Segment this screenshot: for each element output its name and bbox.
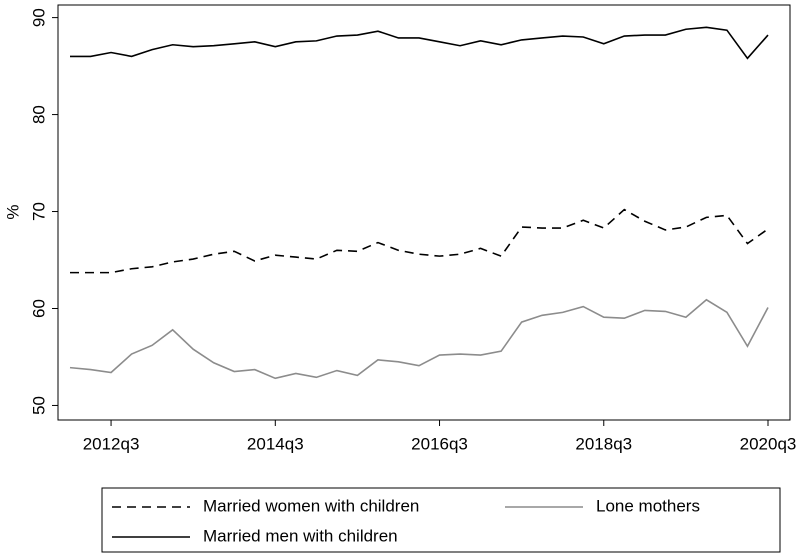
y-tick-label: 60	[29, 299, 48, 318]
x-tick-label: 2018q3	[575, 434, 632, 453]
legend-label: Lone mothers	[596, 496, 700, 515]
x-tick-label: 2012q3	[83, 434, 140, 453]
series-line	[69, 298, 769, 380]
x-tick-label: 2014q3	[247, 434, 304, 453]
y-tick-label: 80	[29, 105, 48, 124]
y-tick-label: 90	[29, 8, 48, 27]
x-tick-label: 2020q3	[740, 434, 797, 453]
y-tick-label: 70	[29, 202, 48, 221]
series-line	[70, 208, 769, 274]
series-line	[70, 26, 769, 60]
legend-label: Married men with children	[203, 526, 398, 545]
y-tick-label: 50	[29, 396, 48, 415]
legend-label: Married women with children	[203, 496, 419, 515]
y-axis-label: %	[3, 204, 22, 219]
x-tick-label: 2016q3	[411, 434, 468, 453]
legend-box	[101, 487, 781, 553]
plot-frame	[57, 4, 791, 421]
